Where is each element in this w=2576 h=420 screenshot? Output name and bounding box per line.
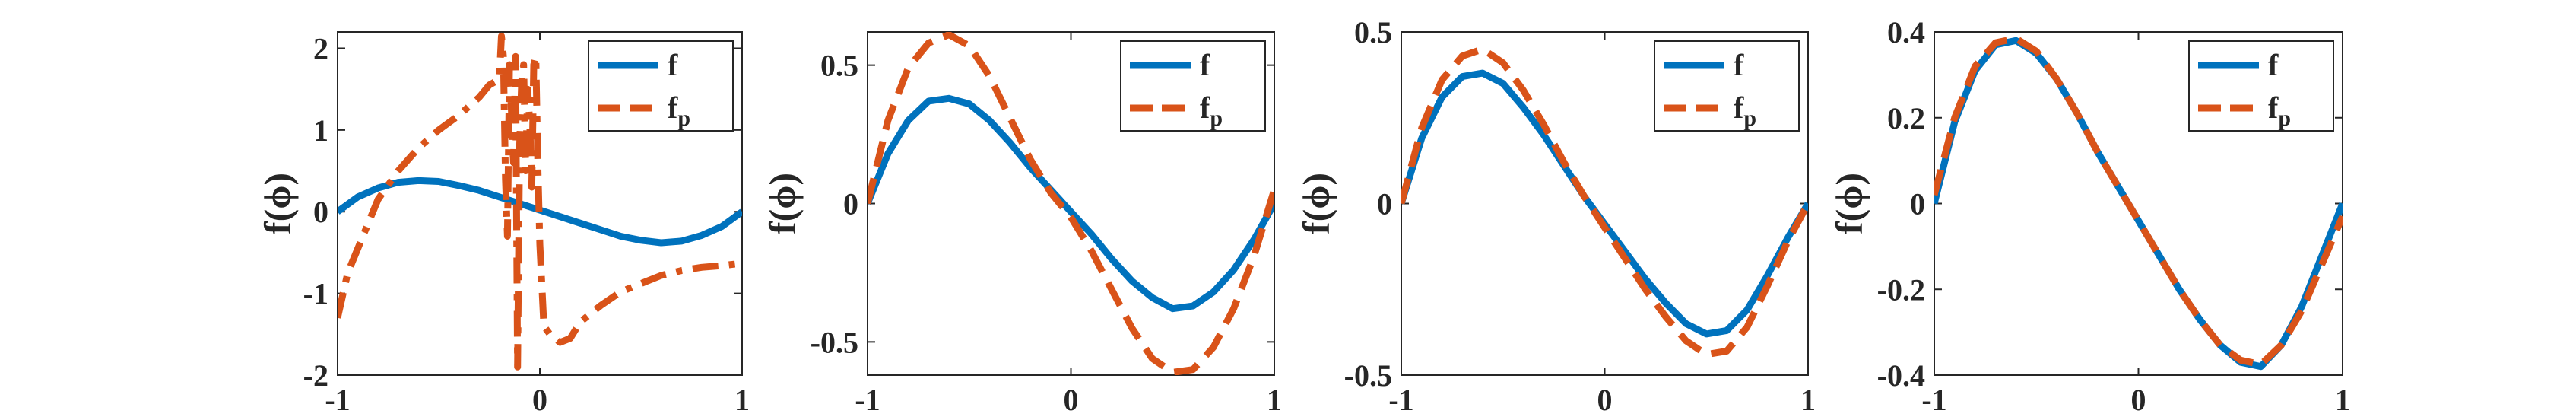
y-tick-label: 0.5 [820, 49, 858, 83]
legend-label: f [668, 48, 678, 82]
x-tick-label: 1 [1267, 383, 1282, 417]
legend-box [1654, 40, 1800, 132]
legend-label: f [2268, 48, 2279, 82]
x-tick-label: 1 [2335, 383, 2350, 417]
x-tick-label: 0 [1064, 383, 1079, 417]
legend-label: f [1734, 48, 1744, 82]
legend: f fp [588, 40, 734, 132]
y-axis-label: f(ϕ) [761, 173, 804, 234]
chart-panel-4: -1 0 1 -0.4 -0.2 0 0.2 0.4 f(ϕ) f fp [1828, 15, 2350, 417]
y-tick-label: 0.2 [1887, 101, 1925, 135]
y-tick-label: -0.5 [1344, 358, 1392, 393]
chart-panel-2: -1 0 1 -0.5 0 0.5 f(ϕ) f fp [761, 31, 1282, 417]
chart-panel-3: -1 0 1 -0.5 0 0.5 f(ϕ) f fp [1295, 15, 1816, 417]
x-tick-label: 0 [2131, 383, 2146, 417]
y-tick-label: 0.5 [1354, 15, 1392, 49]
legend-label: f [1200, 48, 1210, 82]
y-tick-label: 0 [1910, 187, 1925, 221]
y-tick-label: 2 [313, 31, 328, 65]
x-tick-label: 1 [1800, 383, 1816, 417]
legend: f fp [1120, 40, 1266, 132]
legend: f fp [1654, 40, 1800, 132]
y-tick-label: -0.2 [1877, 272, 1925, 307]
y-tick-label: -2 [303, 358, 328, 393]
y-axis-label: f(ϕ) [256, 173, 299, 234]
legend-label: fp [1734, 91, 1756, 131]
series-line-fp [1934, 35, 2343, 368]
y-tick-label: 0 [1377, 187, 1392, 221]
legend-label: fp [668, 91, 690, 131]
legend: f fp [2188, 40, 2334, 132]
y-tick-label: 0.4 [1887, 15, 1925, 49]
y-axis-label: f(ϕ) [1295, 173, 1337, 234]
y-tick-label: 0 [843, 187, 858, 221]
series-line-fp [338, 32, 742, 371]
x-tick-label: -1 [1388, 383, 1413, 417]
y-tick-label: -0.5 [811, 325, 858, 359]
y-tick-label: -1 [303, 277, 328, 311]
legend-box [588, 40, 734, 132]
series-line-f [868, 94, 1274, 313]
legend-box [1120, 40, 1266, 132]
x-tick-label: -1 [855, 383, 880, 417]
y-tick-label: 0 [313, 195, 328, 229]
x-tick-label: -1 [1921, 383, 1946, 417]
x-tick-label: -1 [325, 383, 350, 417]
series-line-fp [1401, 46, 1808, 358]
x-tick-label: 0 [1597, 383, 1613, 417]
x-tick-label: 0 [532, 383, 547, 417]
y-axis-label: f(ϕ) [1828, 173, 1870, 234]
y-tick-label: 1 [313, 113, 328, 148]
series-line-fp [868, 32, 1274, 375]
legend-box [2188, 40, 2334, 132]
y-tick-label: -0.4 [1877, 358, 1925, 393]
legend-label: fp [1200, 91, 1223, 131]
x-tick-label: 1 [734, 383, 750, 417]
legend-label: fp [2268, 91, 2291, 131]
